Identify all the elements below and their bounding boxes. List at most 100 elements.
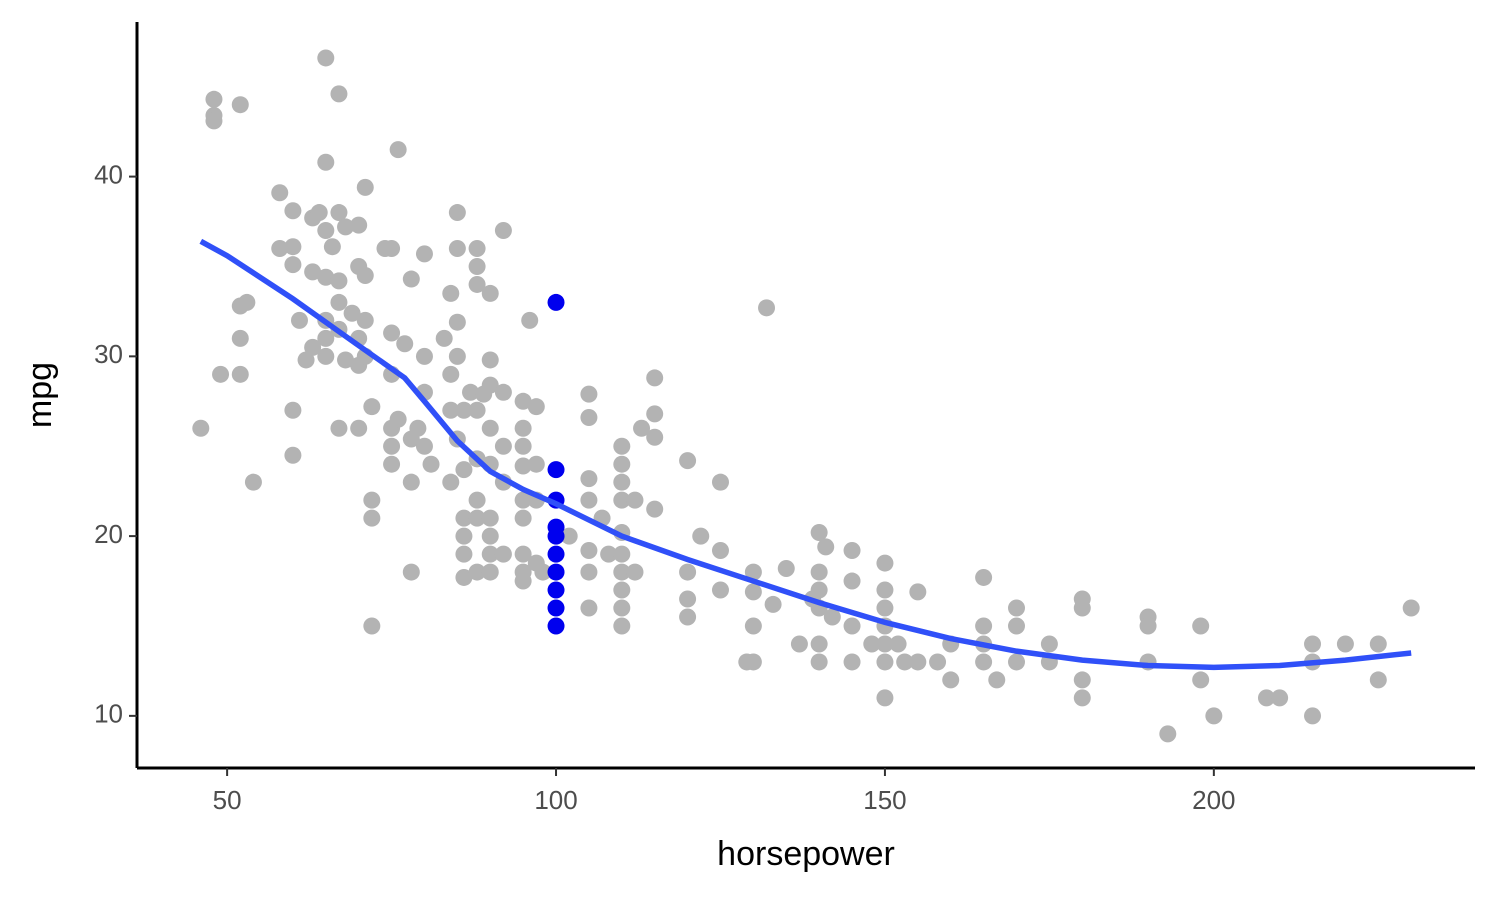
point (422, 455, 440, 473)
point (514, 491, 532, 509)
point (975, 617, 993, 635)
point (455, 568, 473, 586)
point (580, 541, 598, 559)
point (744, 653, 762, 671)
point (514, 419, 532, 437)
point (1304, 707, 1322, 725)
point (297, 351, 315, 369)
point (317, 347, 335, 365)
x-tick-label: 50 (213, 785, 242, 815)
point (481, 419, 499, 437)
point (448, 239, 466, 257)
point (415, 347, 433, 365)
point (363, 617, 381, 635)
point (646, 500, 664, 518)
point (468, 275, 486, 293)
point (317, 49, 335, 67)
point (330, 272, 348, 290)
point (330, 204, 348, 222)
point (323, 238, 341, 256)
point (975, 568, 993, 586)
point (711, 541, 729, 559)
point (455, 509, 473, 527)
point (876, 581, 894, 599)
point (1336, 635, 1354, 653)
point (389, 141, 407, 159)
point (402, 270, 420, 288)
fit-line (199, 238, 1412, 671)
point (455, 545, 473, 563)
point (1271, 689, 1289, 707)
point (350, 419, 368, 437)
point (310, 204, 328, 222)
point (817, 538, 835, 556)
point (613, 545, 631, 563)
point (613, 455, 631, 473)
point (435, 329, 453, 347)
point (468, 401, 486, 419)
point (744, 563, 762, 581)
y-tick-label: 20 (94, 519, 123, 549)
point (810, 524, 828, 542)
point (975, 653, 993, 671)
point (212, 365, 230, 383)
point (613, 581, 631, 599)
point (415, 245, 433, 263)
point (679, 608, 697, 626)
point (744, 583, 762, 601)
point (462, 383, 480, 401)
point (547, 563, 565, 581)
y-tick-label: 10 (94, 699, 123, 729)
point (613, 599, 631, 617)
point (547, 527, 565, 545)
point (442, 365, 460, 383)
point (764, 595, 782, 613)
point (231, 329, 249, 347)
point (442, 401, 460, 419)
point (481, 351, 499, 369)
point (580, 385, 598, 403)
point (514, 437, 532, 455)
point (1008, 617, 1026, 635)
point (1073, 689, 1091, 707)
point (481, 545, 499, 563)
point (481, 376, 499, 394)
point (646, 428, 664, 446)
point (876, 689, 894, 707)
point (929, 653, 947, 671)
point (626, 491, 644, 509)
point (363, 398, 381, 416)
point (876, 599, 894, 617)
point (547, 617, 565, 635)
point (613, 491, 631, 509)
point (415, 437, 433, 455)
point (1192, 671, 1210, 689)
point (633, 419, 651, 437)
point (409, 419, 427, 437)
point (244, 473, 262, 491)
point (1192, 617, 1210, 635)
point (402, 473, 420, 491)
point (521, 311, 539, 329)
point (290, 311, 308, 329)
point (317, 268, 335, 286)
point (356, 311, 374, 329)
point (646, 405, 664, 423)
point (942, 671, 960, 689)
point (317, 329, 335, 347)
x-axis-title: horsepower (717, 835, 895, 873)
y-axis-title: mpg (21, 362, 59, 428)
point (527, 398, 545, 416)
point (205, 90, 223, 108)
point (613, 473, 631, 491)
point (547, 461, 565, 479)
point (271, 239, 289, 257)
point (843, 617, 861, 635)
point (343, 304, 361, 322)
point (679, 590, 697, 608)
point (580, 563, 598, 581)
point (646, 369, 664, 387)
point (1139, 617, 1157, 635)
point (692, 527, 710, 545)
